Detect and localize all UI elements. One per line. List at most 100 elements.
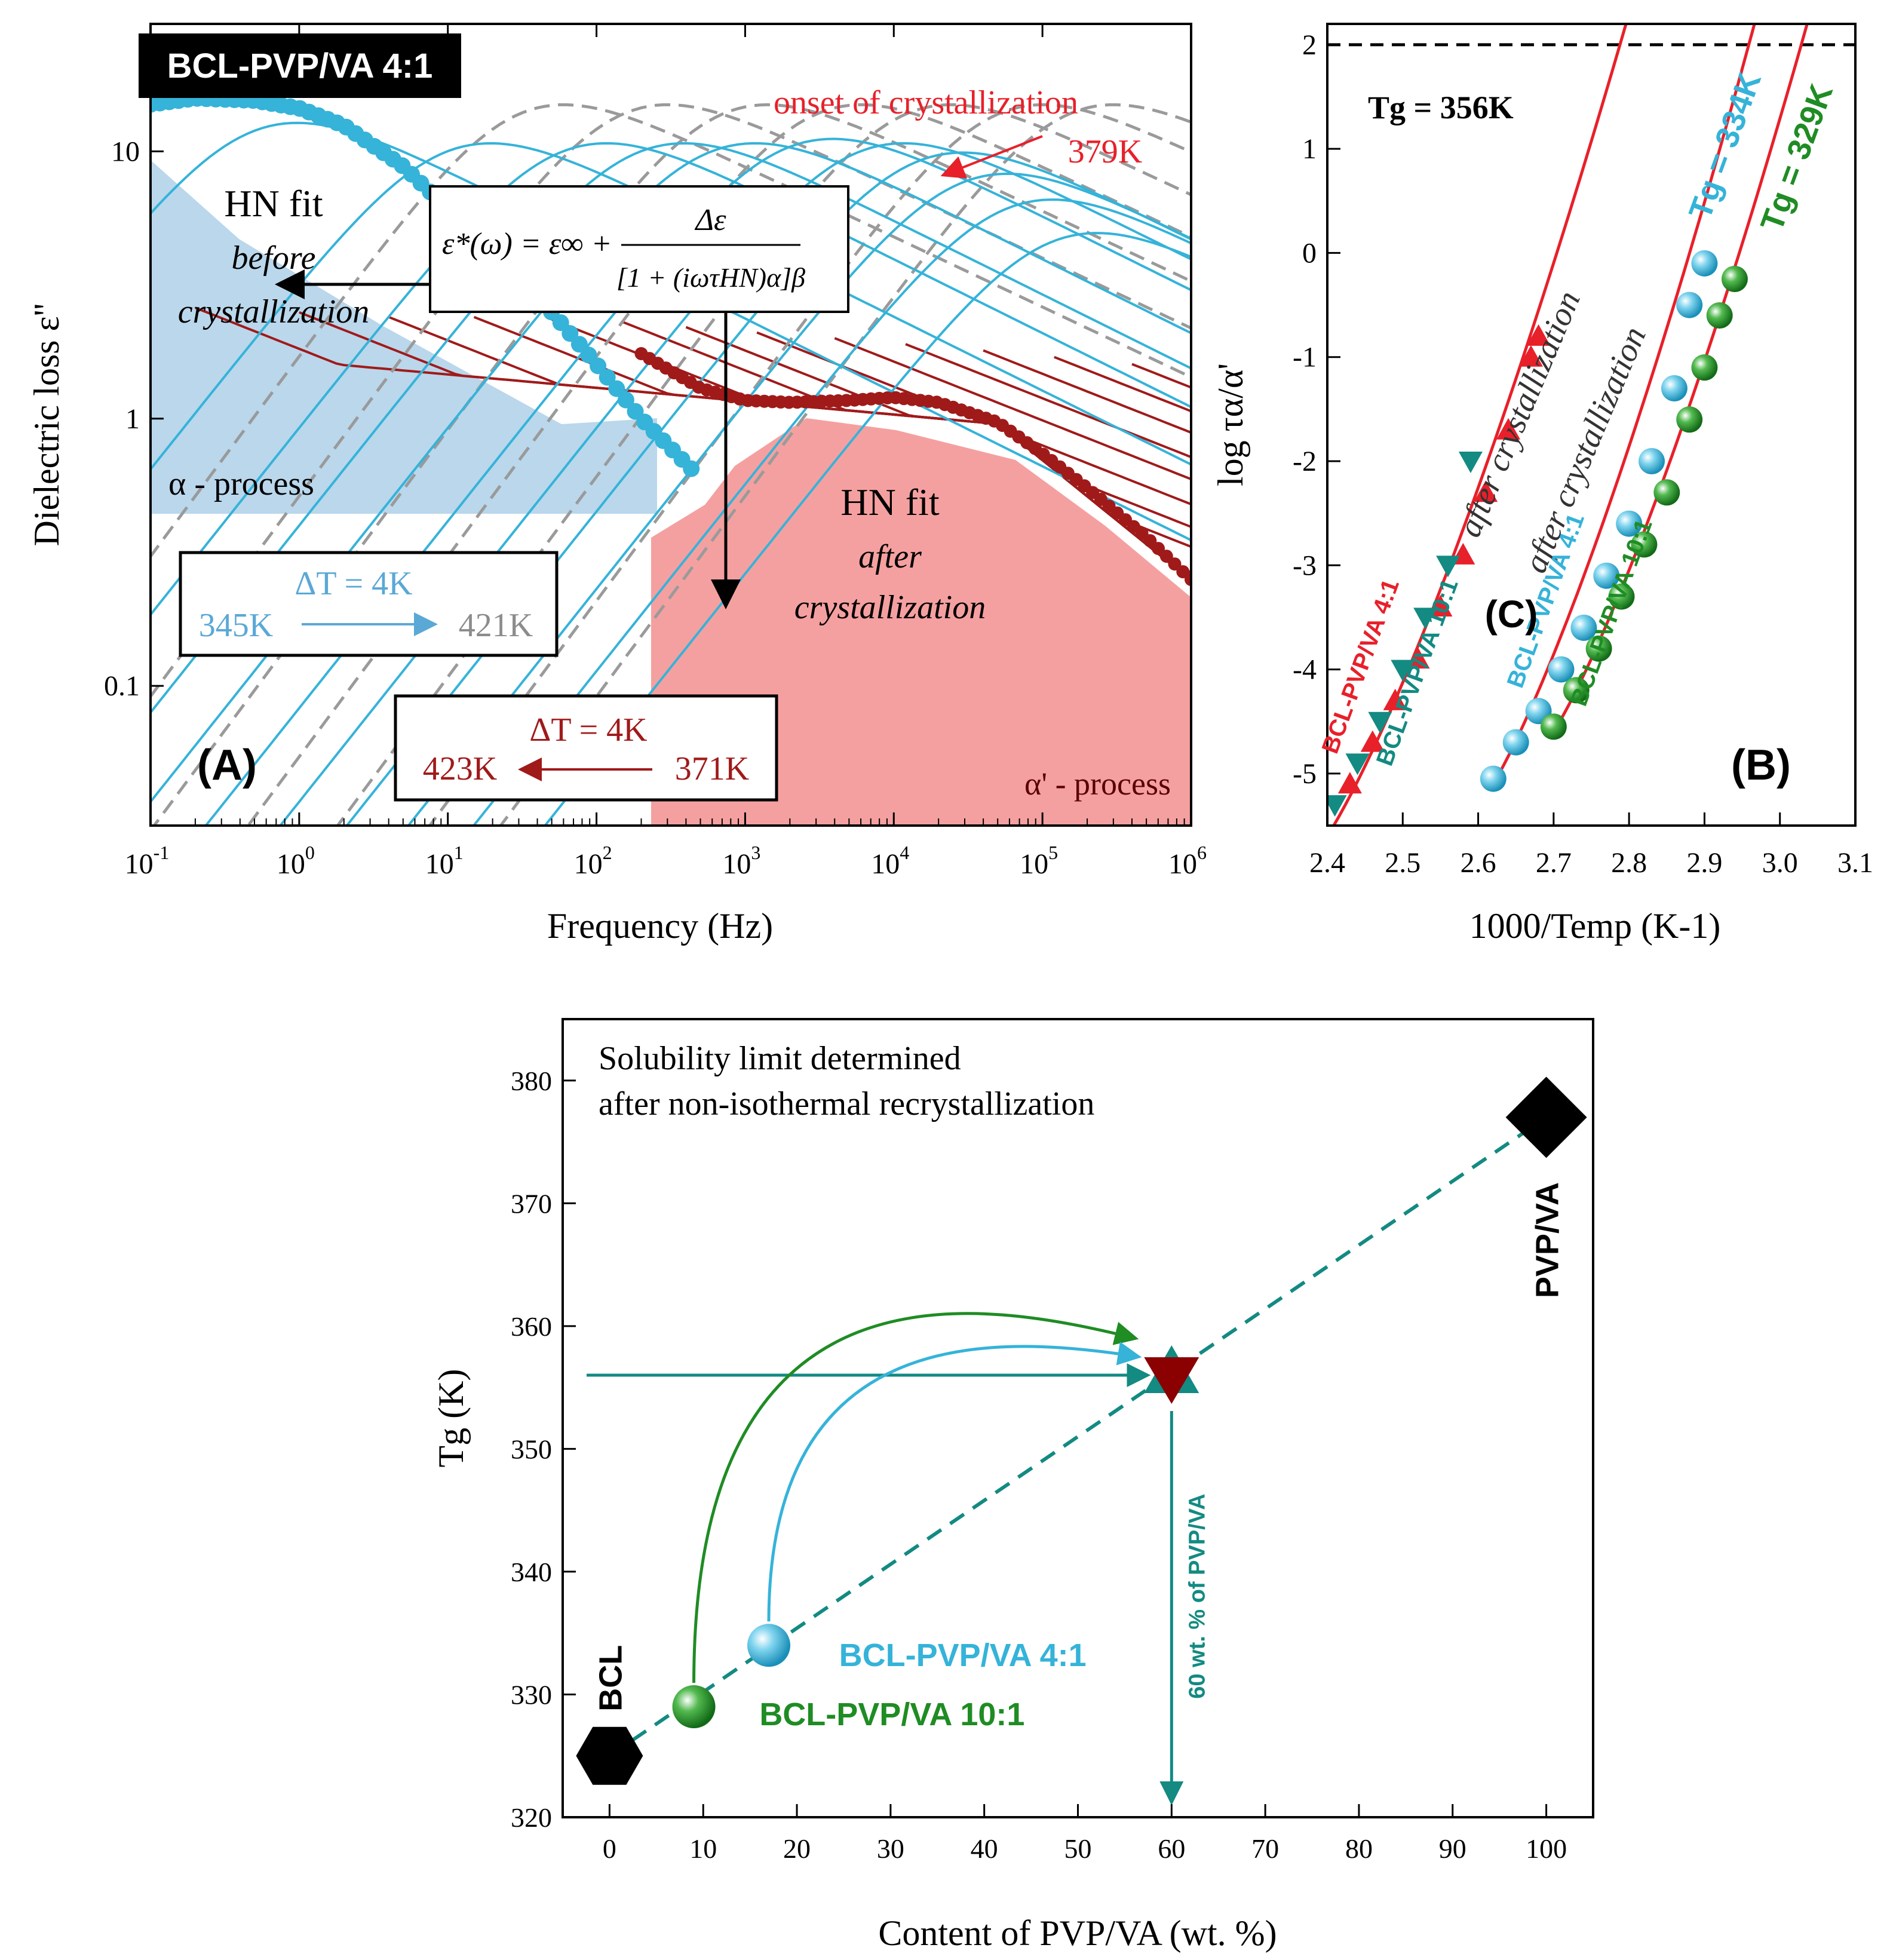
panel-a-frame <box>149 23 1192 827</box>
y-tick-label: -3 <box>1293 550 1317 581</box>
panel-b-points <box>1327 250 1748 817</box>
legend-red-end: 423K <box>423 750 497 787</box>
solubility-note-1: Solubility limit determined <box>599 1040 961 1077</box>
hn-after-line2: after <box>858 538 922 575</box>
bcl-4-1-marker <box>747 1624 790 1667</box>
solubility-note-2: after non-isothermal recrystallization <box>599 1085 1094 1122</box>
tg-329-label: Tg = 329K <box>1754 79 1840 236</box>
hn-fit-after-region <box>651 418 1191 826</box>
panel-b-xlabel: 1000/Temp (K-1) <box>1469 906 1721 946</box>
series-point-sphere <box>1676 292 1703 318</box>
panel-c-plot: BCL BCL-PVP/VA 10:1 BCL-PVP/VA 4:1 PVP/VA 60… <box>576 1076 1587 1805</box>
legend-blue-box: ΔT = 4K 345K 421K <box>179 551 559 657</box>
panel-b-frame <box>1326 23 1857 827</box>
x-tick-exp: 3 <box>751 842 760 863</box>
panel-a-ylabel: Dielectric loss ε'' <box>27 303 66 547</box>
tg-356-label: Tg = 356K <box>1368 90 1514 125</box>
hn-after-point <box>1168 557 1182 571</box>
x-tick-label: 10 <box>689 1833 717 1864</box>
legend-blue-end: 421K <box>459 607 533 644</box>
cyan-curved-arrow <box>767 1341 1142 1622</box>
y-tick-label: 1 <box>1302 133 1317 165</box>
panel-a-label: (A) <box>197 741 257 789</box>
x-tick-label: 105 <box>1020 842 1058 880</box>
series-point-sphere <box>1585 635 1612 662</box>
hn-after-point <box>1176 565 1190 579</box>
hn-before-line3: crystallization <box>178 293 369 330</box>
series-point-sphere <box>1563 677 1590 704</box>
y-tick-label: 2 <box>1302 29 1317 61</box>
x-tick-label: 104 <box>871 842 909 880</box>
x-tick-label: 90 <box>1439 1833 1466 1864</box>
x-tick-label: 2.9 <box>1686 847 1722 879</box>
panel-b: 2.4 2.5 2.6 2.7 2.8 2.9 3.0 3.1 2 1 0 -1 -2 -3 -4 -5 Tg… <box>1211 23 1873 946</box>
x-tick-label: 103 <box>722 842 760 880</box>
hn-before-point <box>683 460 700 477</box>
alpha-prime-label: α' - process <box>1024 766 1171 802</box>
series-point-sphere <box>1721 266 1748 292</box>
x-tick-label: 3.0 <box>1762 847 1798 879</box>
hn-before-point <box>580 346 597 364</box>
hn-before-line1: HN fit <box>224 182 323 225</box>
legend-blue-frame <box>179 551 559 657</box>
hn-before-line2: before <box>232 240 316 277</box>
x-tick-label: 50 <box>1064 1833 1092 1864</box>
legend-red-frame <box>394 694 778 802</box>
red-relaxation-curve <box>905 343 1191 459</box>
x-tick-exp: 6 <box>1197 842 1207 863</box>
red-relaxation-curve <box>983 349 1191 434</box>
x-tick-label: 100 <box>1526 1833 1567 1864</box>
x-tick-label: 20 <box>783 1833 811 1864</box>
series-point-sphere <box>1706 302 1733 329</box>
panel-c-axes: 0 10 20 30 40 50 60 70 80 90 100 320 330 340 350 360 370… <box>511 1066 1567 1864</box>
equation-denominator: [1 + (iωτHN)α]β <box>616 262 805 293</box>
y-tick-label: 10 <box>111 136 140 167</box>
x-tick-label: 3.1 <box>1837 847 1873 879</box>
y-tick-label: -4 <box>1293 654 1317 686</box>
blue-relaxation-curve <box>151 142 1191 715</box>
y-tick-label: 320 <box>511 1802 552 1833</box>
pvpva-diamond-marker <box>1505 1076 1587 1158</box>
bcl-label: BCL <box>593 1645 628 1711</box>
green-curved-arrow <box>692 1312 1139 1683</box>
red-relaxation-curve <box>1131 363 1191 389</box>
bcl-10-1-label: BCL-PVP/VA 10:1 <box>759 1697 1024 1732</box>
panel-a-title-box <box>139 33 461 98</box>
y-tick-label: 340 <box>511 1557 552 1587</box>
panel-b-label: (B) <box>1731 741 1791 789</box>
blue-relaxation-curve <box>151 142 1191 617</box>
series-point-triangle <box>1360 730 1385 752</box>
equation-numerator: Δε <box>694 203 726 237</box>
x-tick-label: 2.6 <box>1461 847 1496 879</box>
bcl-4-1-label: BCL-PVP/VA 4:1 <box>839 1637 1087 1673</box>
hn-after-point <box>1185 573 1191 587</box>
onset-arrow <box>940 135 1043 179</box>
hn-fit-before-region <box>151 160 657 514</box>
y-tick-label: 0 <box>1302 237 1317 269</box>
hn-before-point <box>590 357 607 375</box>
hn-after-point <box>1152 542 1165 556</box>
y-tick-label: -2 <box>1293 446 1317 477</box>
series-point-sphere <box>1540 713 1567 740</box>
x-tick-exp: 4 <box>900 842 909 863</box>
y-tick-label: 1 <box>125 403 140 435</box>
y-tick-label: 370 <box>511 1188 552 1219</box>
panel-a-xlabel: Frequency (Hz) <box>547 906 773 946</box>
x-tick-label: 2.8 <box>1611 847 1647 879</box>
series-point-triangle <box>1327 795 1347 817</box>
onset-temp: 379K <box>1068 133 1142 170</box>
series-point-triangle <box>1383 688 1407 710</box>
x-tick-label: 80 <box>1345 1833 1373 1864</box>
legend-red-box: ΔT = 4K 371K 423K <box>394 694 778 802</box>
panel-b-axes: 2.4 2.5 2.6 2.7 2.8 2.9 3.0 3.1 2 1 0 -1 -2 -3 -4 -5 <box>1293 29 1873 879</box>
panel-c-ylabel: Tg (K) <box>431 1369 471 1468</box>
equation-frame <box>429 185 849 313</box>
y-tick-label: 360 <box>511 1311 552 1342</box>
alpha-process-label: α - process <box>168 465 314 502</box>
hn-before-point <box>552 314 569 332</box>
y-tick-label: 330 <box>511 1679 552 1710</box>
series-point-sphere <box>1502 729 1529 756</box>
x-tick-exp: -1 <box>154 842 170 863</box>
